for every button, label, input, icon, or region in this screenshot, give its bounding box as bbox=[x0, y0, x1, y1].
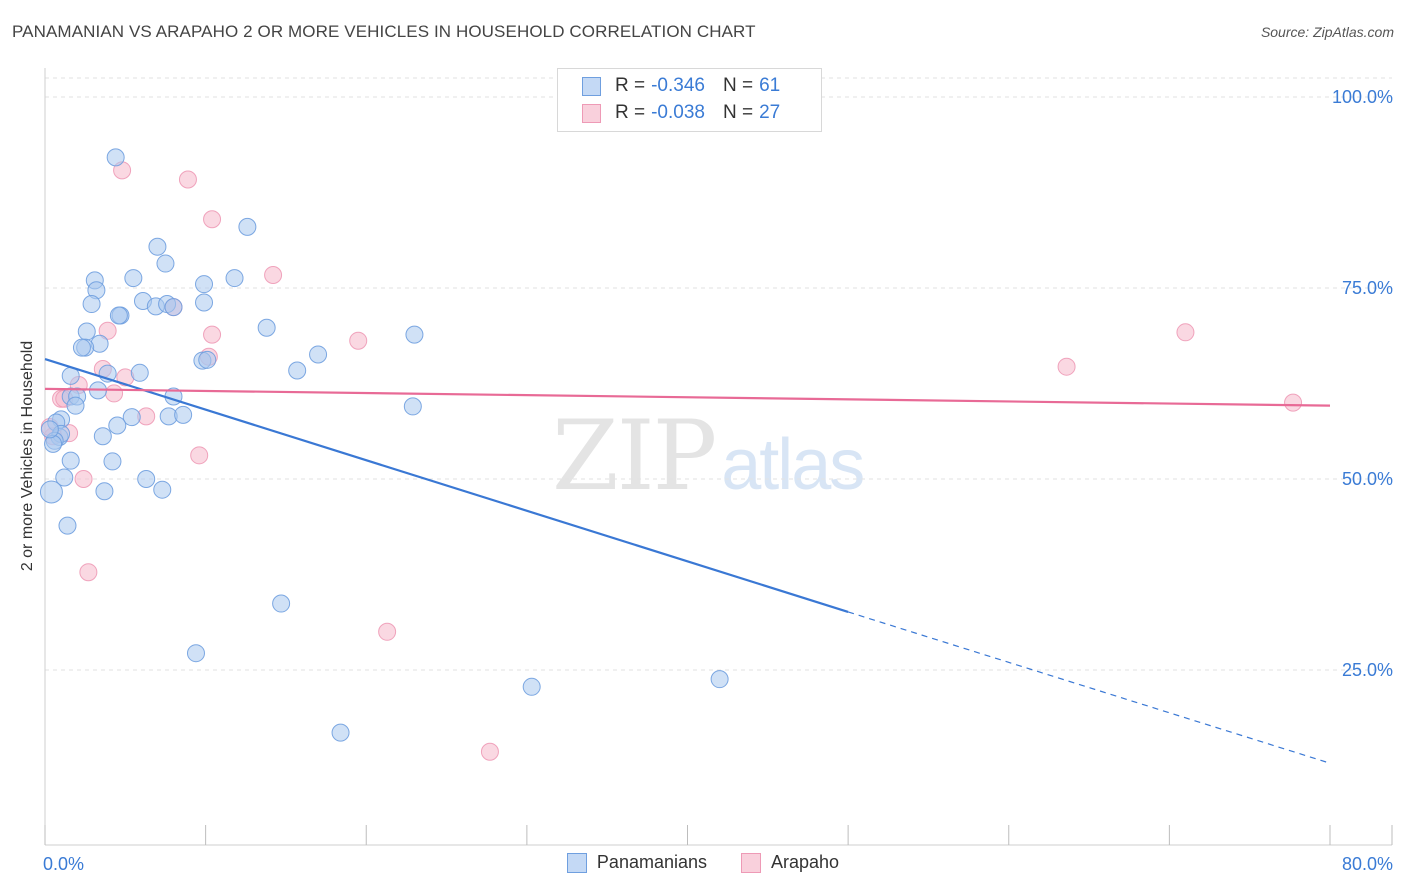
point-panamanians bbox=[61, 451, 80, 470]
point-panamanians bbox=[58, 516, 77, 535]
tick-labels: 25.0% 50.0% 75.0% 100.0% 0.0% 80.0% bbox=[43, 87, 1393, 874]
point-panamanians bbox=[156, 254, 175, 273]
point-panamanians bbox=[40, 420, 59, 439]
watermark-atlas: atlas bbox=[721, 425, 865, 505]
point-panamanians bbox=[174, 405, 193, 424]
point-panamanians bbox=[93, 427, 112, 446]
point-panamanians bbox=[148, 237, 167, 256]
y-tick-label: 25.0% bbox=[1342, 660, 1393, 680]
point-panamanians bbox=[95, 482, 114, 501]
legend-r-label: R = bbox=[615, 102, 646, 123]
point-arapaho bbox=[190, 446, 209, 465]
point-arapaho bbox=[378, 622, 397, 641]
legend-n-label: N = bbox=[722, 102, 754, 123]
point-panamanians bbox=[55, 468, 74, 487]
point-panamanians bbox=[109, 306, 128, 325]
legend-swatch-arapaho bbox=[741, 852, 761, 873]
legend-row-arapaho: R = -0.038 N = 27 bbox=[582, 101, 780, 125]
point-panamanians bbox=[195, 293, 214, 312]
point-panamanians bbox=[186, 644, 205, 663]
point-panamanians bbox=[403, 397, 422, 416]
point-panamanians bbox=[82, 295, 101, 314]
point-panamanians bbox=[309, 345, 328, 364]
point-panamanians bbox=[103, 452, 122, 471]
point-panamanians bbox=[198, 350, 217, 369]
legend-n-label: N = bbox=[722, 75, 754, 96]
point-panamanians bbox=[39, 480, 63, 504]
legend-item-panamanians: Panamanians bbox=[566, 852, 707, 873]
axes bbox=[44, 68, 1393, 846]
point-panamanians bbox=[124, 269, 143, 288]
point-arapaho bbox=[105, 384, 124, 403]
y-tick-label: 75.0% bbox=[1342, 278, 1393, 298]
point-arapaho bbox=[178, 170, 197, 189]
point-panamanians bbox=[106, 148, 125, 167]
legend-r-label: R = bbox=[615, 75, 646, 96]
legend-label-arapaho: Arapaho bbox=[771, 852, 840, 872]
trendlines bbox=[44, 358, 1331, 764]
legend-n-value: 27 bbox=[759, 102, 781, 123]
point-panamanians bbox=[130, 363, 149, 382]
point-panamanians bbox=[137, 470, 156, 488]
legend-swatch-pink bbox=[582, 103, 601, 123]
point-panamanians bbox=[108, 416, 127, 435]
point-panamanians bbox=[238, 217, 257, 236]
point-panamanians bbox=[272, 594, 291, 613]
legend-label-panamanians: Panamanians bbox=[596, 852, 707, 872]
point-panamanians bbox=[66, 396, 85, 415]
point-panamanians bbox=[522, 677, 541, 696]
point-arapaho bbox=[1057, 357, 1076, 376]
point-panamanians bbox=[195, 275, 214, 294]
point-panamanians bbox=[164, 298, 183, 317]
point-arapaho bbox=[1284, 393, 1303, 412]
legend-r-value: -0.038 bbox=[651, 102, 705, 123]
point-arapaho bbox=[264, 266, 283, 285]
point-panamanians bbox=[331, 723, 350, 742]
point-arapaho bbox=[74, 470, 93, 488]
watermark-zip: ZIP bbox=[552, 400, 717, 512]
point-arapaho bbox=[480, 742, 499, 761]
point-panamanians bbox=[405, 325, 424, 344]
trendline-panamanians-extension bbox=[847, 611, 1331, 764]
point-arapaho bbox=[1176, 323, 1195, 342]
legend-r-value: -0.346 bbox=[651, 75, 705, 96]
point-arapaho bbox=[349, 331, 368, 350]
point-panamanians bbox=[153, 480, 172, 499]
point-arapaho bbox=[79, 563, 98, 582]
legend-item-arapaho: Arapaho bbox=[741, 852, 839, 873]
legend-swatch-panamanians bbox=[566, 852, 587, 873]
trendline-arapaho bbox=[44, 387, 1331, 407]
watermark: ZIPatlas bbox=[552, 400, 865, 512]
legend-n-value: 61 bbox=[759, 75, 781, 96]
data-points bbox=[39, 148, 1303, 761]
source-label: Source: ZipAtlas.com bbox=[1260, 24, 1394, 40]
point-panamanians bbox=[257, 318, 276, 337]
point-panamanians bbox=[122, 408, 141, 427]
point-panamanians bbox=[77, 322, 96, 341]
trendline-panamanians bbox=[44, 358, 849, 613]
legend-row-panamanians: R = -0.346 N = 61 bbox=[582, 74, 780, 98]
y-tick-label: 100.0% bbox=[1332, 87, 1393, 107]
x-tick-label-right: 80.0% bbox=[1342, 854, 1393, 874]
point-arapaho bbox=[203, 325, 222, 344]
point-panamanians bbox=[225, 269, 244, 288]
point-panamanians bbox=[288, 361, 307, 380]
correlation-legend: R = -0.346 N = 61 R = -0.038 N = 27 bbox=[557, 68, 822, 132]
point-panamanians bbox=[72, 338, 91, 357]
point-arapaho bbox=[98, 321, 117, 340]
y-tick-label: 50.0% bbox=[1342, 469, 1393, 489]
chart-title: PANAMANIAN VS ARAPAHO 2 OR MORE VEHICLES… bbox=[12, 22, 756, 41]
point-panamanians bbox=[710, 670, 729, 689]
series-legend: Panamanians Arapaho bbox=[0, 852, 1406, 873]
x-tick-label-left: 0.0% bbox=[43, 854, 84, 874]
gridlines bbox=[45, 77, 1392, 671]
legend-swatch-blue bbox=[582, 76, 601, 96]
point-arapaho bbox=[203, 210, 222, 229]
